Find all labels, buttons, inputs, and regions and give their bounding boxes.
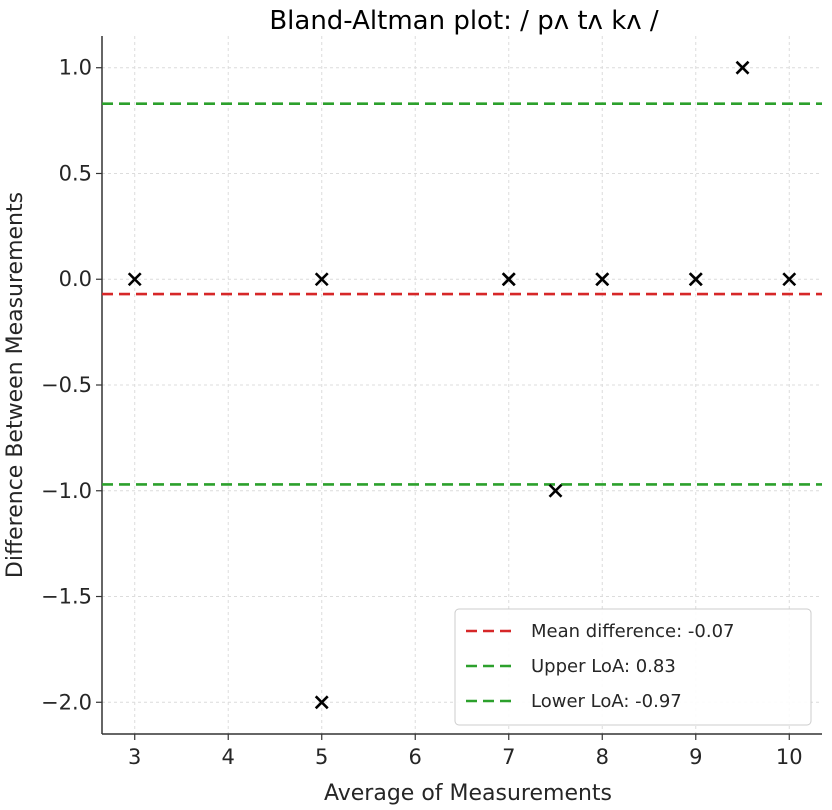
x-tick-label: 3 — [128, 745, 141, 769]
data-point — [501, 272, 516, 287]
x-tick-label: 10 — [776, 745, 803, 769]
x-tick-label: 6 — [409, 745, 422, 769]
legend-entry: Mean difference: -0.07 — [531, 621, 734, 642]
y-tick-label: 0.5 — [59, 161, 92, 185]
data-point — [314, 695, 329, 710]
y-ticks: 1.0 0.5 0.0 −0.5 −1.0 −1.5 −2.0 — [41, 56, 102, 714]
x-tick-label: 4 — [222, 745, 235, 769]
data-point — [782, 272, 797, 287]
data-point — [595, 272, 610, 287]
x-tick-label: 8 — [596, 745, 609, 769]
data-point — [127, 272, 142, 287]
legend-entry: Upper LoA: 0.83 — [531, 656, 676, 677]
reference-lines — [102, 102, 822, 486]
y-axis-label: Difference Between Measurements — [3, 192, 28, 578]
x-tick-label: 7 — [502, 745, 515, 769]
grid — [102, 36, 822, 734]
data-point — [548, 483, 563, 498]
legend-entry: Lower LoA: -0.97 — [531, 691, 682, 712]
chart-title: Bland-Altman plot: / pʌ tʌ kʌ / — [269, 6, 659, 36]
y-tick-label: −0.5 — [41, 373, 92, 397]
data-point — [688, 272, 703, 287]
legend: Mean difference: -0.07 Upper LoA: 0.83 Low… — [454, 608, 812, 726]
y-tick-label: −1.0 — [41, 479, 92, 503]
x-ticks: 3 4 5 6 7 8 9 10 — [128, 734, 803, 769]
x-tick-label: 9 — [689, 745, 702, 769]
data-point — [314, 272, 329, 287]
y-tick-label: 0.0 — [59, 267, 92, 291]
y-tick-label: −2.0 — [41, 690, 92, 714]
data-point — [735, 60, 750, 75]
y-tick-label: 1.0 — [59, 56, 92, 80]
x-tick-label: 5 — [315, 745, 328, 769]
x-axis-label: Average of Measurements — [324, 781, 612, 806]
legend-box — [454, 608, 812, 726]
y-tick-label: −1.5 — [41, 585, 92, 609]
data-points — [127, 60, 797, 710]
